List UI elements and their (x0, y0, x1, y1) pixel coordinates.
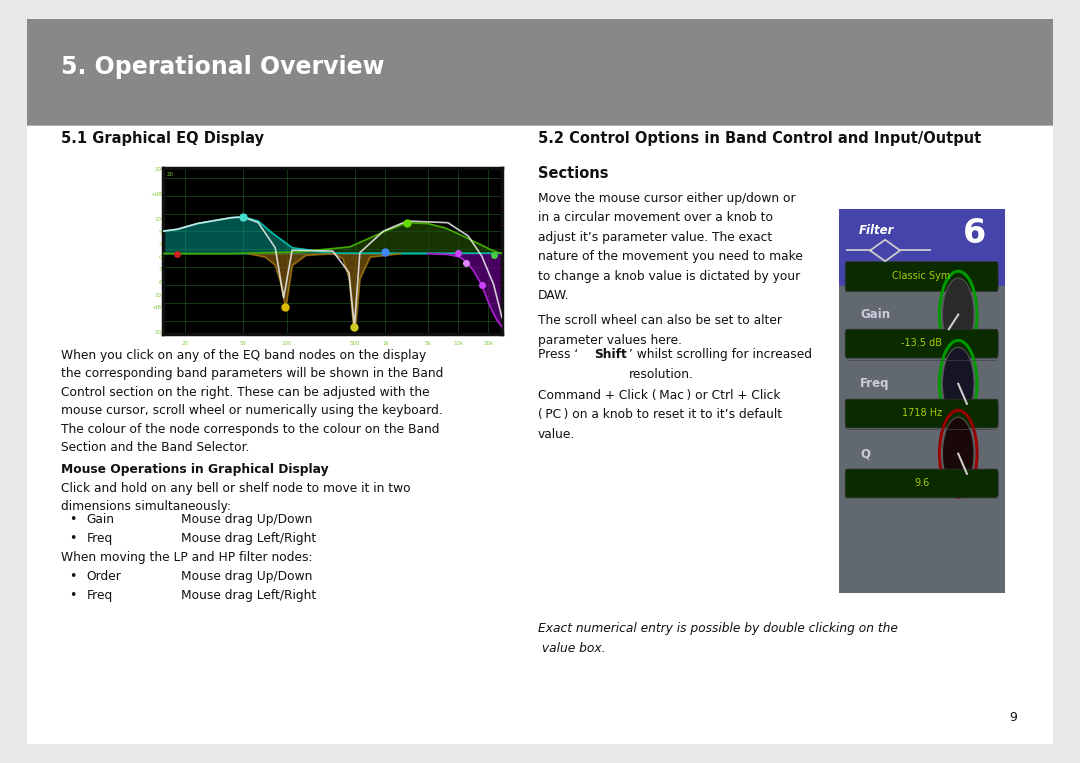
Text: 100: 100 (282, 341, 293, 346)
Text: 5k: 5k (424, 341, 431, 346)
Text: •: • (69, 513, 77, 526)
Text: 20k: 20k (484, 341, 494, 346)
Text: Filter: Filter (859, 224, 894, 237)
FancyBboxPatch shape (12, 8, 1068, 755)
FancyBboxPatch shape (12, 8, 1068, 126)
Text: Order: Order (86, 570, 121, 583)
Text: 1k: 1k (382, 341, 389, 346)
Text: 9.6: 9.6 (914, 478, 929, 488)
FancyBboxPatch shape (831, 190, 1013, 286)
Text: -13.5 dB: -13.5 dB (901, 339, 942, 349)
Text: 5. Operational Overview: 5. Operational Overview (60, 55, 384, 79)
Text: 6: 6 (963, 217, 986, 250)
Text: Command + Click ( Mac ) or Ctrl + Click
( PC ) on a knob to reset it to it’s def: Command + Click ( Mac ) or Ctrl + Click … (538, 389, 782, 441)
Circle shape (943, 347, 974, 420)
Text: When moving the LP and HP filter nodes:: When moving the LP and HP filter nodes: (60, 551, 312, 564)
Text: 20: 20 (154, 330, 162, 335)
Text: Move the mouse cursor either up/down or
in a circular movement over a knob to
ad: Move the mouse cursor either up/down or … (538, 192, 802, 302)
Text: •: • (69, 532, 77, 545)
Text: Mouse Operations in Graphical Display: Mouse Operations in Graphical Display (60, 462, 328, 475)
FancyBboxPatch shape (846, 469, 998, 498)
FancyBboxPatch shape (846, 399, 998, 428)
Text: Freq: Freq (86, 532, 112, 545)
Text: When you click on any of the EQ band nodes on the display
the corresponding band: When you click on any of the EQ band nod… (60, 349, 443, 455)
Text: Click and hold on any bell or shelf node to move it in two
dimensions simultaneo: Click and hold on any bell or shelf node… (60, 481, 410, 513)
Circle shape (943, 278, 974, 351)
FancyBboxPatch shape (846, 262, 998, 291)
Text: Classic Sym: Classic Sym (892, 271, 950, 282)
Text: 9: 9 (1009, 710, 1017, 723)
Text: -dB: -dB (152, 305, 162, 310)
Text: Shift: Shift (594, 348, 627, 361)
Text: 5: 5 (159, 230, 162, 235)
Text: Q: Q (860, 447, 870, 460)
Text: •: • (69, 570, 77, 583)
Text: Freq: Freq (860, 377, 890, 391)
Bar (838, 240, 1004, 266)
Bar (27, 69, 1053, 108)
FancyBboxPatch shape (846, 329, 998, 358)
Text: 0: 0 (159, 255, 162, 260)
Text: 6: 6 (159, 280, 162, 285)
Text: 20: 20 (166, 172, 174, 177)
Text: •: • (69, 589, 77, 602)
Text: Mouse drag Up/Down: Mouse drag Up/Down (181, 513, 312, 526)
Text: ’ whilst scrolling for increased
resolution.: ’ whilst scrolling for increased resolut… (630, 348, 812, 381)
Text: +dB: +dB (150, 192, 162, 197)
Text: Exact numerical entry is possible by double clicking on the
 value box.: Exact numerical entry is possible by dou… (538, 622, 897, 655)
Text: 5.1 Graphical EQ Display: 5.1 Graphical EQ Display (60, 131, 264, 146)
Text: Mouse drag Left/Right: Mouse drag Left/Right (181, 532, 316, 545)
Text: 10k: 10k (453, 341, 463, 346)
Text: 3: 3 (159, 267, 162, 272)
Text: 20: 20 (154, 167, 162, 172)
Text: Gain: Gain (860, 308, 890, 321)
Text: 3: 3 (159, 242, 162, 247)
Text: 1718 Hz: 1718 Hz (902, 408, 942, 418)
FancyBboxPatch shape (831, 190, 1013, 613)
Text: The scroll wheel can also be set to alter
parameter values here.: The scroll wheel can also be set to alte… (538, 314, 782, 346)
Text: 10: 10 (154, 292, 162, 298)
Text: 5.2 Control Options in Band Control and Input/Output: 5.2 Control Options in Band Control and … (538, 131, 982, 146)
Circle shape (943, 417, 974, 490)
Text: Mouse drag Up/Down: Mouse drag Up/Down (181, 570, 312, 583)
Text: 10: 10 (154, 217, 162, 222)
Text: Press ‘: Press ‘ (538, 348, 578, 361)
Text: 500: 500 (350, 341, 360, 346)
Text: Sections: Sections (538, 166, 608, 182)
Text: Mouse drag Left/Right: Mouse drag Left/Right (181, 589, 316, 602)
Text: Gain: Gain (86, 513, 114, 526)
Text: Freq: Freq (86, 589, 112, 602)
Text: 50: 50 (240, 341, 246, 346)
Text: 20: 20 (181, 341, 189, 346)
